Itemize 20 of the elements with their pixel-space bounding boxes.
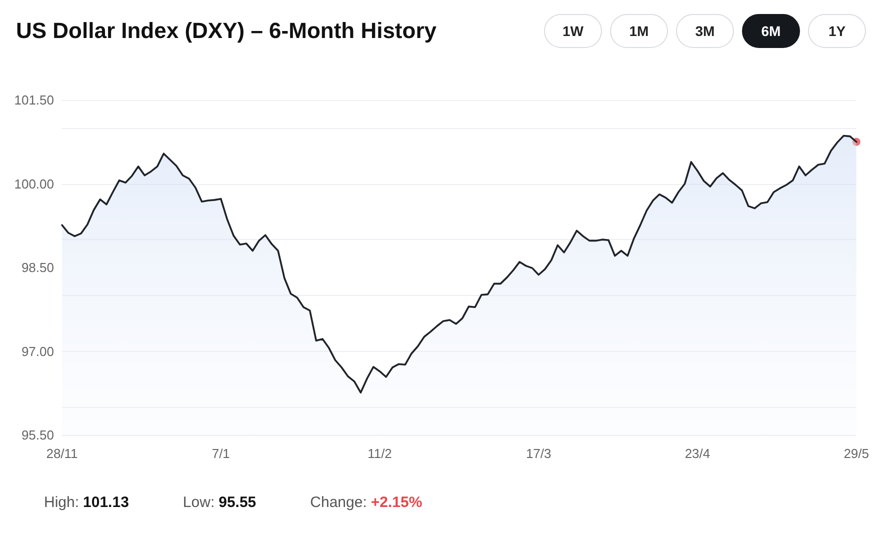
x-tick-label: 23/4 bbox=[684, 446, 710, 461]
text: 3M bbox=[676, 14, 734, 48]
text: High: 101.13 bbox=[44, 494, 129, 511]
chart-title: US Dollar Index (DXY) – 6-Month History bbox=[16, 18, 436, 44]
text: 1W bbox=[544, 14, 602, 48]
x-tick-label: 11/2 bbox=[368, 446, 392, 461]
text: Low: 95.55 bbox=[182, 494, 256, 511]
y-tick-label: 95.50 bbox=[21, 428, 54, 442]
text: Change: +2.15% bbox=[310, 494, 422, 511]
x-tick-label: 17/3 bbox=[526, 446, 552, 461]
text: 1Y bbox=[808, 14, 866, 48]
text: 1M bbox=[610, 14, 668, 48]
y-tick-label: 101.50 bbox=[14, 92, 54, 108]
y-tick-label: 98.50 bbox=[21, 260, 54, 275]
x-tick-label: 7/1 bbox=[212, 446, 230, 461]
y-tick-label: 97.00 bbox=[21, 344, 54, 359]
x-tick-label: 29/5 bbox=[844, 446, 870, 461]
text: 6M bbox=[742, 14, 800, 48]
y-tick-label: 100.00 bbox=[14, 176, 54, 192]
x-tick-label: 28/11 bbox=[46, 446, 78, 461]
